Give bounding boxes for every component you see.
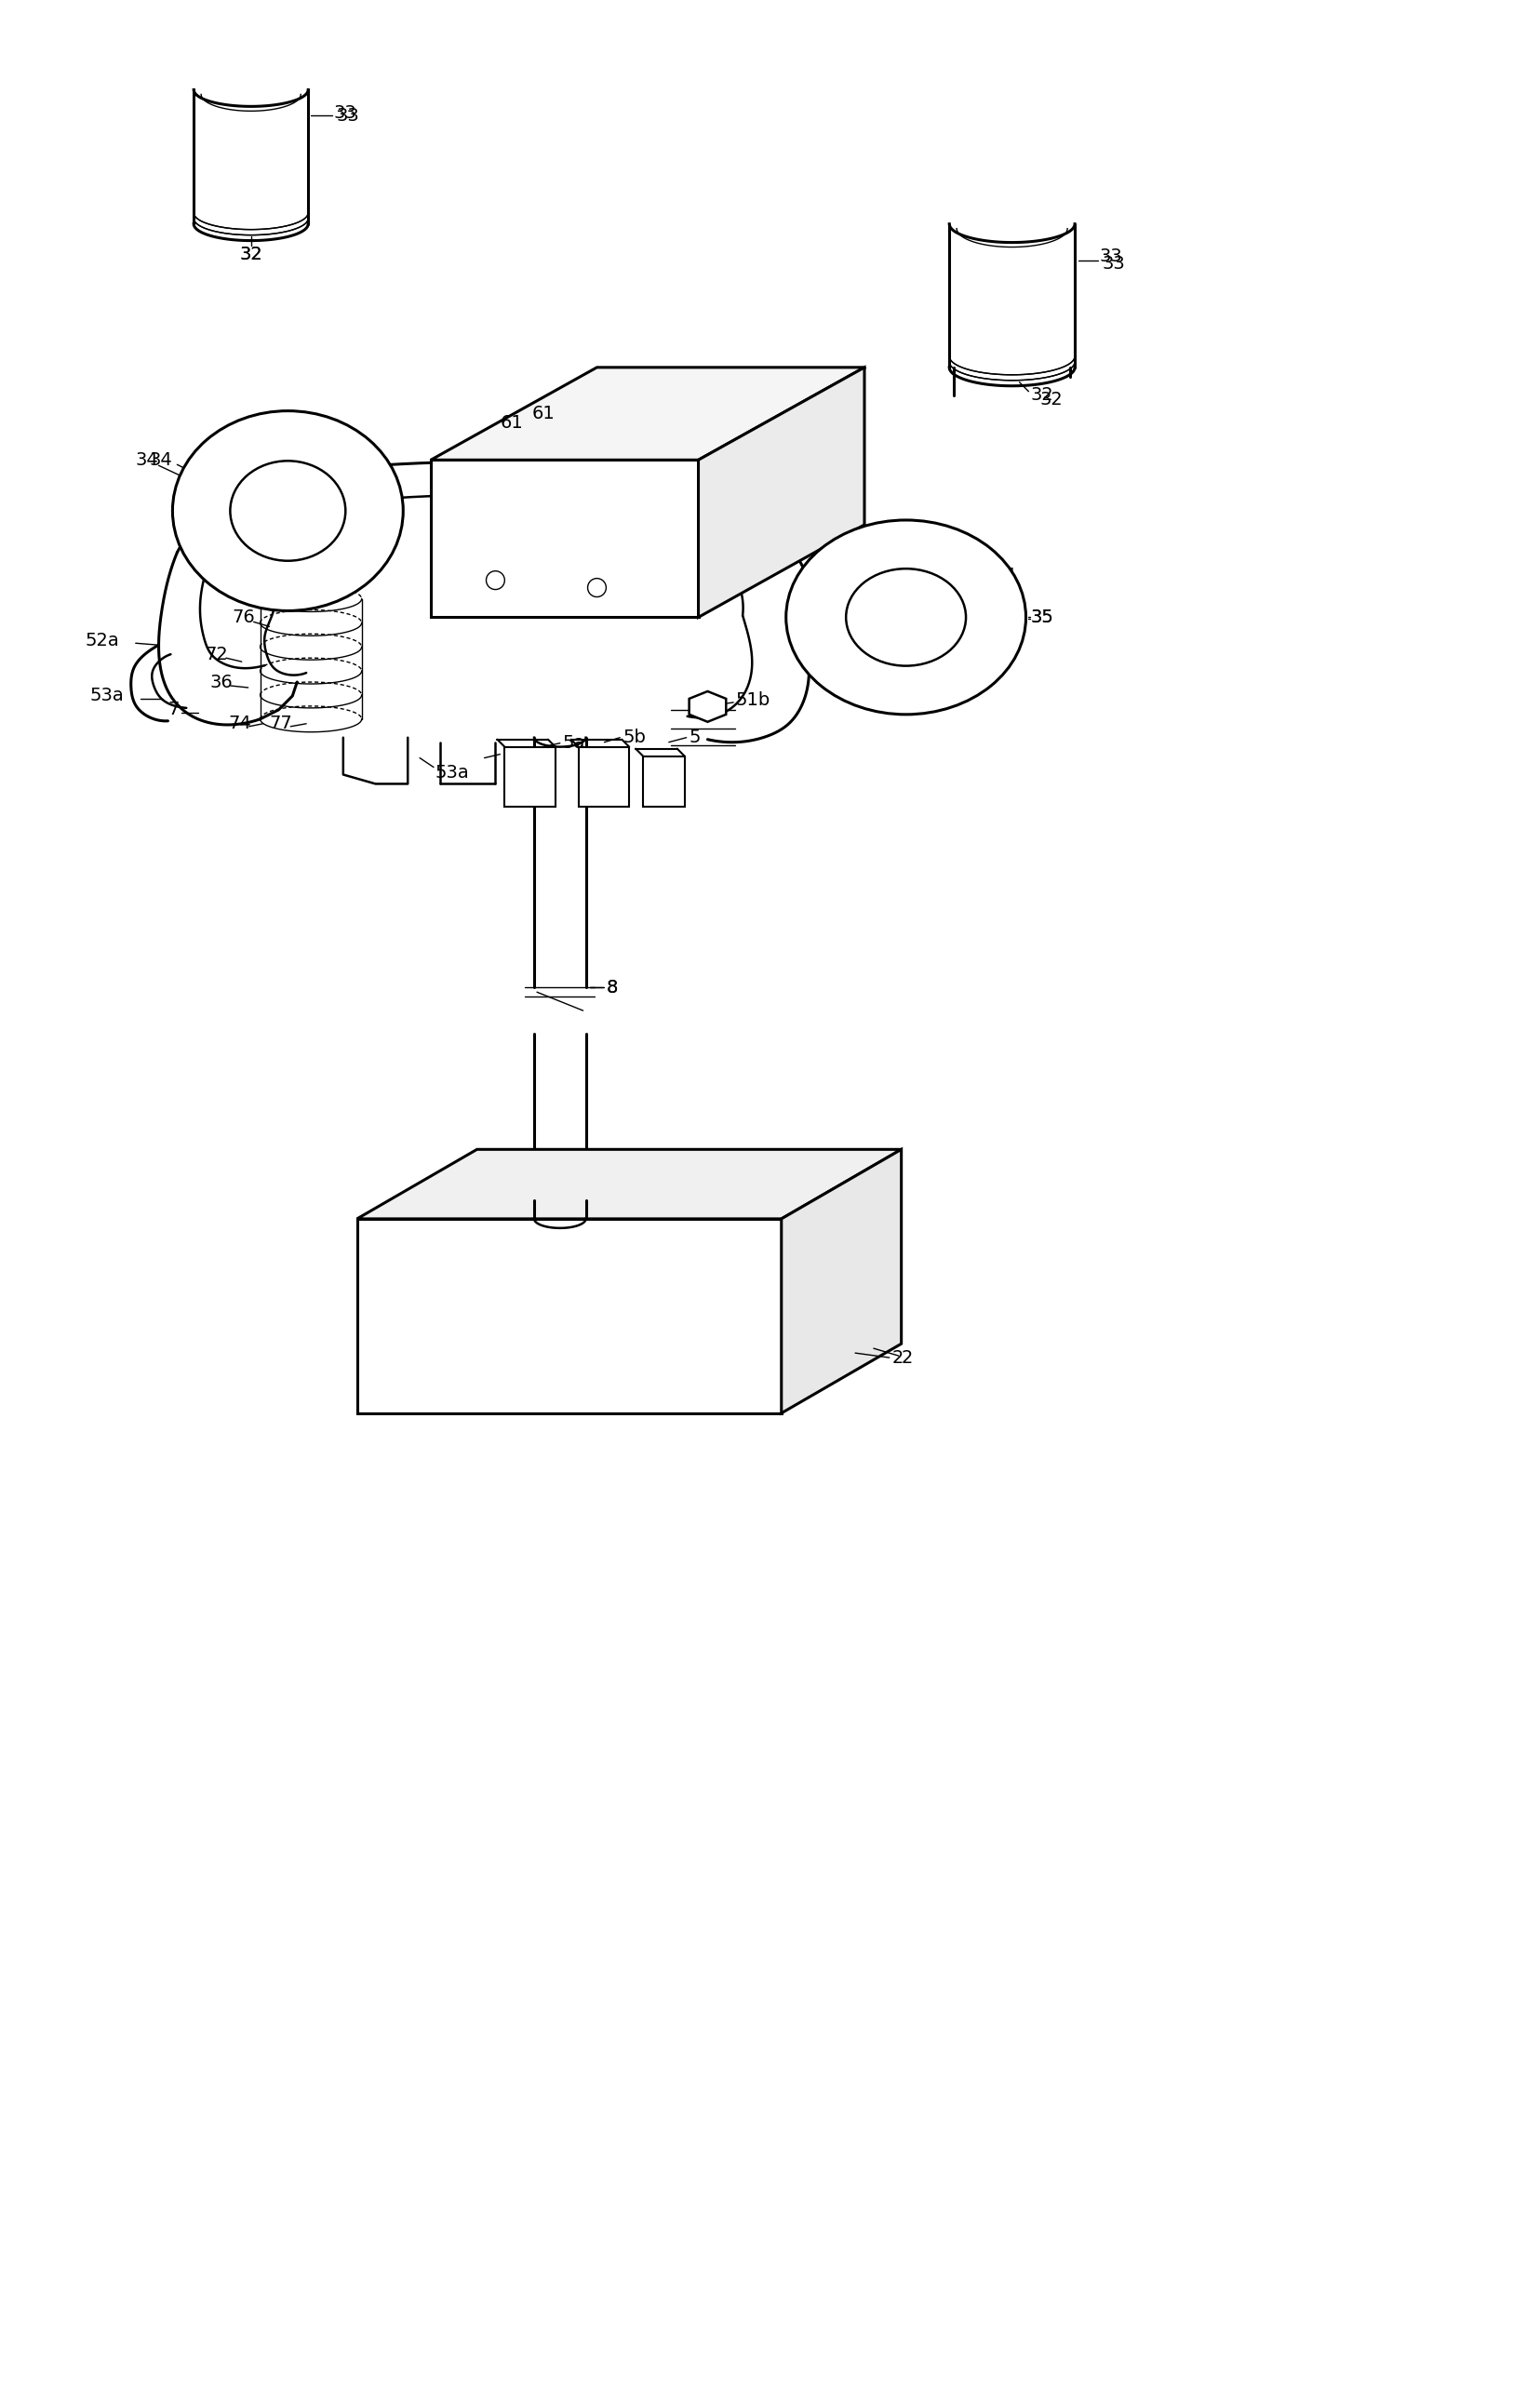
Ellipse shape (787, 520, 1026, 715)
Text: 32: 32 (239, 246, 262, 262)
Text: 36: 36 (209, 674, 233, 691)
Circle shape (587, 578, 607, 597)
Text: 35: 35 (1030, 609, 1053, 626)
Text: 32: 32 (1039, 390, 1062, 409)
Text: 61: 61 (533, 405, 555, 421)
Text: 53a: 53a (89, 686, 124, 706)
Text: 32: 32 (1030, 385, 1053, 405)
Polygon shape (357, 1218, 781, 1413)
Polygon shape (699, 368, 864, 616)
Ellipse shape (172, 412, 402, 612)
Text: 52a: 52a (85, 631, 120, 650)
Polygon shape (505, 746, 555, 807)
Text: 53b: 53b (929, 655, 964, 672)
Text: 5: 5 (688, 730, 701, 746)
Text: 5a: 5a (563, 734, 586, 751)
Text: 72: 72 (204, 645, 228, 662)
Text: 7: 7 (168, 701, 180, 718)
Polygon shape (781, 1149, 902, 1413)
Text: 8: 8 (607, 978, 617, 997)
Text: 61: 61 (499, 414, 523, 431)
Text: 76: 76 (233, 609, 256, 626)
Text: 34: 34 (965, 580, 990, 597)
Text: 2: 2 (902, 1348, 912, 1365)
Text: 52b: 52b (929, 626, 964, 645)
Text: 34: 34 (136, 450, 159, 470)
Ellipse shape (846, 568, 965, 667)
Text: 33: 33 (1103, 255, 1126, 272)
Text: 34: 34 (994, 566, 1017, 585)
Polygon shape (431, 368, 864, 460)
Text: 35: 35 (1030, 609, 1053, 626)
Text: 77: 77 (269, 715, 292, 732)
Text: 53a: 53a (436, 763, 469, 783)
Polygon shape (643, 756, 684, 807)
Text: 5b: 5b (623, 730, 646, 746)
Text: 2: 2 (893, 1348, 903, 1365)
Text: 74: 74 (228, 715, 251, 732)
Ellipse shape (230, 460, 345, 561)
Polygon shape (688, 691, 726, 722)
Text: 33: 33 (334, 104, 357, 123)
Polygon shape (578, 746, 629, 807)
Text: 33: 33 (1100, 248, 1123, 265)
Text: 34: 34 (150, 450, 172, 470)
Polygon shape (431, 460, 699, 616)
Text: 33: 33 (337, 106, 360, 125)
Circle shape (486, 571, 505, 590)
Text: 51b: 51b (735, 691, 770, 710)
Text: 8: 8 (607, 978, 617, 997)
Text: 32: 32 (239, 246, 262, 262)
Polygon shape (357, 1149, 902, 1218)
Text: 51a: 51a (502, 746, 537, 763)
